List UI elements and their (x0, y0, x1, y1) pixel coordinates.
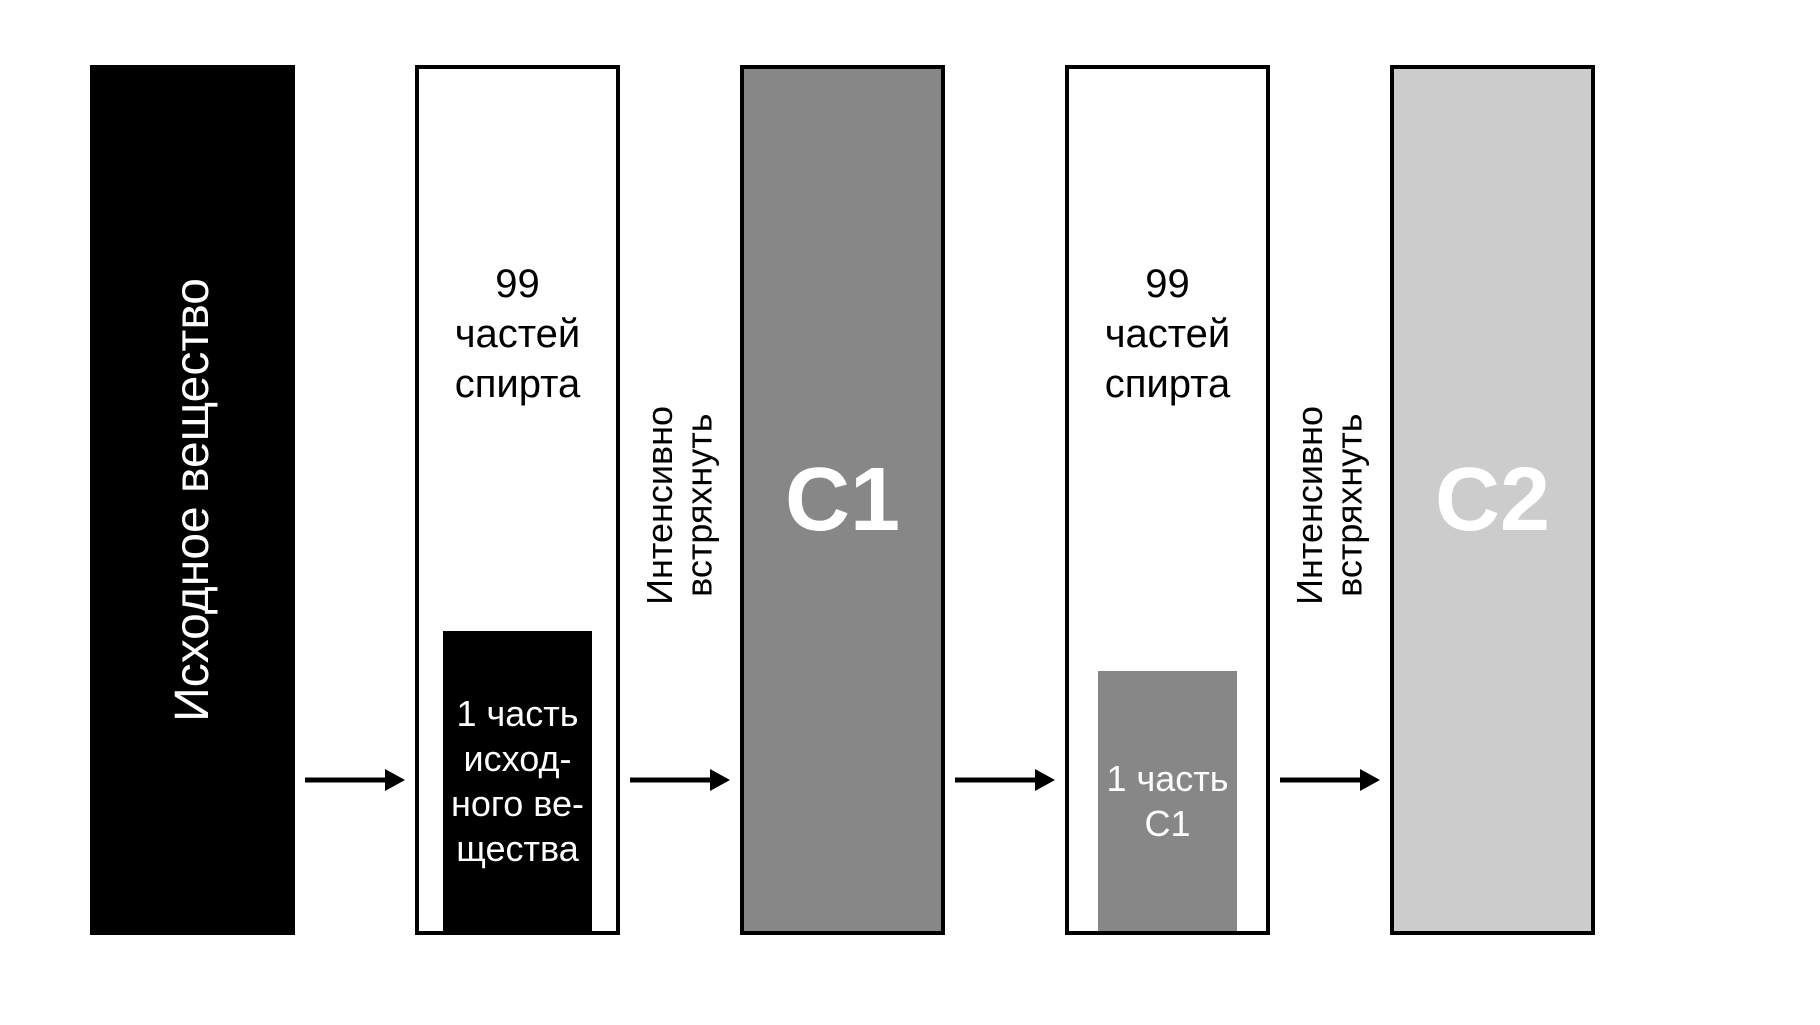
arrow-2 (630, 765, 730, 795)
dilution-diagram: Исходное вещество 99частейспирта 1 часть… (90, 50, 1730, 950)
mix2-top: 99частейспирта (1105, 69, 1231, 671)
arrow-1 (305, 765, 405, 795)
column-mix-1: 99частейспирта 1 частьисход-ного ве-щест… (415, 65, 620, 935)
c1-label: C1 (785, 449, 900, 552)
column-c2: C2 (1390, 65, 1595, 935)
mix1-top: 99частейспирта (455, 69, 581, 631)
shake-label-2-wrap: Интенсивновстряхнуть (1270, 406, 1390, 605)
mix1-bottom: 1 частьисход-ного ве-щества (443, 631, 592, 931)
column-c1: C1 (740, 65, 945, 935)
mix2-top-label: 99частейспирта (1105, 259, 1231, 409)
gap-3 (945, 65, 1065, 935)
column-mix-2: 99частейспирта 1 частьC1 (1065, 65, 1270, 935)
source-label: Исходное вещество (165, 278, 220, 722)
mix2-bottom: 1 частьC1 (1098, 671, 1236, 931)
shake-label-2: Интенсивновстряхнуть (1290, 406, 1369, 605)
gap-2: Интенсивновстряхнуть (620, 65, 740, 935)
mix1-bottom-label: 1 частьисход-ного ве-щества (451, 691, 584, 871)
column-source: Исходное вещество (90, 65, 295, 935)
gap-4: Интенсивновстряхнуть (1270, 65, 1390, 935)
arrow-4 (1280, 765, 1380, 795)
mix2-bottom-label: 1 частьC1 (1106, 756, 1228, 846)
gap-1 (295, 65, 415, 935)
shake-label-1-wrap: Интенсивновстряхнуть (620, 406, 740, 605)
c2-label: C2 (1435, 449, 1550, 552)
mix1-top-label: 99частейспирта (455, 259, 581, 409)
shake-label-1: Интенсивновстряхнуть (640, 406, 719, 605)
arrow-3 (955, 765, 1055, 795)
